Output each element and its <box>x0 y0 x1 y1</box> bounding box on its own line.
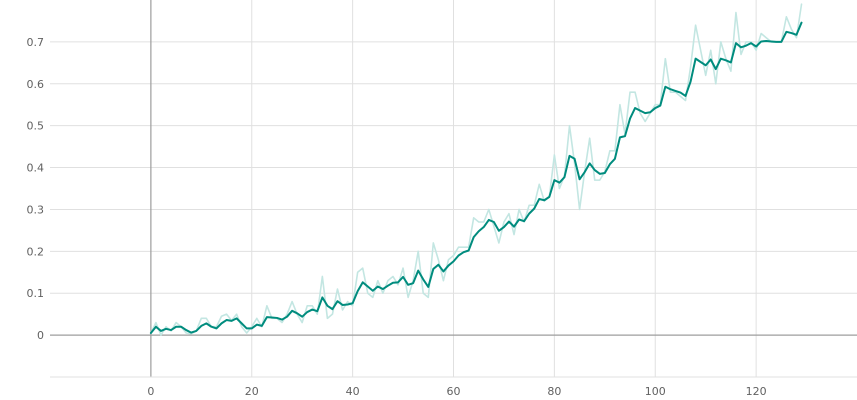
x-tick-label: 100 <box>645 385 666 398</box>
y-tick-label: 0.1 <box>27 287 45 300</box>
smoothed-series-line <box>149 21 803 335</box>
y-tick-label: 0.2 <box>27 245 45 258</box>
x-tick-label: 40 <box>346 385 360 398</box>
x-tick-label: 120 <box>746 385 767 398</box>
tick-labels: 0 0.1 0.2 0.3 0.4 0.5 0.6 0.7 0 20 40 60 80 100 120 <box>27 36 767 398</box>
axes <box>50 0 857 378</box>
x-tick-label: 20 <box>245 385 259 398</box>
raw-series-line <box>150 3 803 336</box>
grid <box>50 0 857 377</box>
x-tick-label: 80 <box>547 385 561 398</box>
series-layer <box>149 3 803 336</box>
x-tick-label: 0 <box>147 385 154 398</box>
x-tick-label: 60 <box>447 385 461 398</box>
y-tick-label: 0.6 <box>27 78 45 91</box>
y-tick-label: 0.7 <box>27 36 45 49</box>
y-tick-label: 0.3 <box>27 203 45 216</box>
y-tick-label: 0.5 <box>27 120 45 133</box>
y-tick-label: 0.4 <box>27 162 45 175</box>
y-tick-label: 0 <box>37 329 44 342</box>
